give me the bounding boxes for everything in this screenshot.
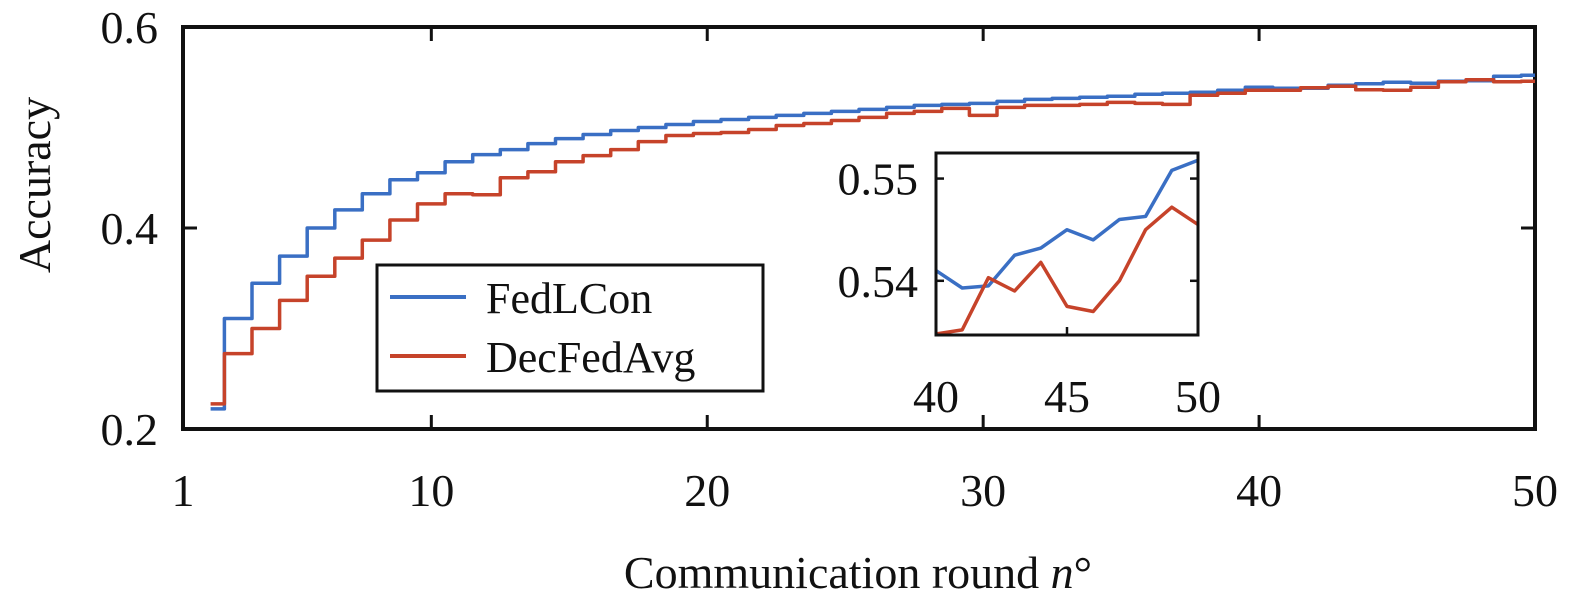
inset-x-tick-label-40: 40 <box>913 371 959 422</box>
inset-axis-ticks: 40 45 50 0.54 0.55 <box>838 154 1222 422</box>
x-tick-label-10: 10 <box>408 465 454 516</box>
x-tick-label-30: 30 <box>960 465 1006 516</box>
legend-label-fedlcon: FedLCon <box>486 274 652 323</box>
x-tick-label-50: 50 <box>1512 465 1558 516</box>
y-tick-label-0-6: 0.6 <box>101 2 159 53</box>
legend-label-decfedavg: DecFedAvg <box>486 333 695 382</box>
x-axis-label: Communication round n° <box>624 547 1092 598</box>
legend: FedLCon DecFedAvg <box>375 263 765 393</box>
x-tick-label-40: 40 <box>1236 465 1282 516</box>
inset-x-tick-label-50: 50 <box>1175 371 1221 422</box>
inset-x-tick-label-45: 45 <box>1044 371 1090 422</box>
legend-box <box>375 263 765 393</box>
inset-series-line-fedlcon <box>935 158 1199 290</box>
x-axis-label-variable: n <box>1051 547 1074 598</box>
inset-series-group <box>935 158 1199 336</box>
inset-series-line-decfedavg <box>935 205 1199 336</box>
y-tick-label-0-2: 0.2 <box>101 404 159 455</box>
x-tick-label-20: 20 <box>684 465 730 516</box>
main-series-group <box>210 73 1535 411</box>
x-tick-label-1: 1 <box>172 465 195 516</box>
main-axis-ticks: 1 10 20 30 40 500.20.40.6 <box>101 2 1559 516</box>
inset-plot: 40 45 50 0.54 0.55 <box>838 151 1222 422</box>
y-tick-label-0-4: 0.4 <box>101 203 159 254</box>
x-axis-label-suffix: ° <box>1074 547 1092 598</box>
inset-y-tick-label-0-55: 0.55 <box>838 154 919 205</box>
y-axis-label: Accuracy <box>9 97 60 273</box>
series-line-decfedavg <box>210 78 1535 406</box>
x-axis-label-text: Communication round <box>624 547 1039 598</box>
inset-y-tick-label-0-54: 0.54 <box>838 256 919 307</box>
